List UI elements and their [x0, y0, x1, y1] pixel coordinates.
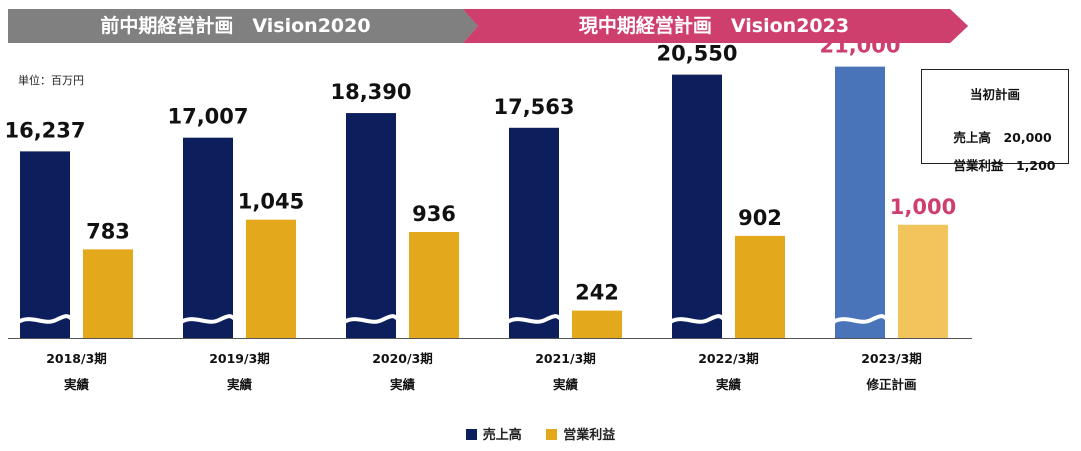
profit-value-label-0: 783	[86, 219, 130, 243]
x-tick-type-0: 実績	[64, 377, 90, 392]
x-tick-type-4: 実績	[716, 377, 742, 392]
sales-value-label-2: 18,390	[330, 80, 411, 104]
current-plan-label: 現中期経営計画 Vision2023	[578, 15, 850, 37]
profit-bar-3	[572, 310, 622, 338]
initial-plan-sales-value: 20,000	[1003, 130, 1052, 145]
initial-plan-profit-row: 営業利益 1,200	[936, 140, 1056, 189]
x-tick-type-3: 実績	[553, 377, 579, 392]
unit-label: 単位：百万円	[18, 74, 84, 87]
profit-value-label-1: 1,045	[238, 190, 304, 214]
sales-value-label-5: 21,000	[819, 34, 900, 58]
plan-banner	[8, 9, 968, 43]
sales-bar-2	[346, 113, 396, 338]
initial-plan-title: 当初計画	[969, 87, 1020, 102]
axis-break-mark-1	[180, 314, 237, 324]
profit-bar-2	[409, 232, 459, 338]
x-tick-period-5: 2023/3期	[861, 351, 922, 366]
legend: 売上高 営業利益	[0, 424, 1081, 443]
current-plan-banner-fill	[463, 9, 968, 43]
axis-break-mark-4	[669, 314, 726, 324]
x-tick-period-3: 2021/3期	[535, 351, 596, 366]
previous-plan-label: 前中期経営計画 Vision2020	[100, 15, 371, 37]
initial-plan-profit-label: 営業利益	[953, 158, 1004, 173]
axis-break-mark-3	[506, 314, 563, 324]
profit-value-label-5: 1,000	[890, 195, 956, 219]
initial-plan-sales-label: 売上高	[953, 130, 991, 145]
legend-label-sales: 売上高	[482, 428, 522, 443]
sales-value-label-1: 17,007	[167, 105, 248, 129]
legend-swatch-sales	[465, 429, 477, 440]
legend-swatch-operating-profit	[546, 429, 558, 440]
profit-value-label-2: 936	[412, 202, 456, 226]
profit-bar-5	[898, 224, 948, 338]
profit-bar-0	[83, 249, 133, 338]
profit-bar-1	[246, 219, 296, 338]
x-tick-period-4: 2022/3期	[698, 351, 759, 366]
x-tick-period-0: 2018/3期	[46, 351, 107, 366]
profit-value-label-3: 242	[575, 281, 619, 305]
profit-value-label-4: 902	[738, 206, 782, 230]
sales-bar-3	[509, 127, 559, 339]
initial-plan-box: 当初計画 売上高 20,000 営業利益 1,200	[921, 69, 1069, 173]
axis-break-mark-0	[17, 314, 74, 324]
profit-bar-4	[735, 235, 785, 338]
sales-bar-4	[672, 74, 722, 339]
x-tick-type-1: 実績	[227, 377, 253, 392]
legend-item-operating-profit: 営業利益	[546, 424, 615, 443]
previous-plan-banner-arrow	[8, 9, 478, 43]
x-tick-type-2: 実績	[390, 377, 416, 392]
sales-value-label-0: 16,237	[4, 118, 85, 142]
sales-value-label-4: 20,550	[656, 42, 737, 66]
sales-value-label-3: 17,563	[493, 95, 574, 119]
x-tick-period-1: 2019/3期	[209, 351, 270, 366]
legend-item-sales: 売上高	[465, 424, 522, 443]
sales-bar-1	[183, 137, 233, 338]
initial-plan-sales-row: 売上高 20,000	[936, 112, 1052, 161]
axis-break-mark-5	[832, 314, 889, 324]
x-tick-type-5: 修正計画	[865, 377, 916, 392]
initial-plan-profit-value: 1,200	[1015, 158, 1056, 173]
legend-label-operating-profit: 営業利益	[563, 428, 616, 443]
axis-break-mark-2	[343, 314, 400, 324]
sales-bar-5	[835, 66, 885, 338]
x-tick-period-2: 2020/3期	[372, 351, 433, 366]
sales-bar-0	[20, 151, 70, 338]
